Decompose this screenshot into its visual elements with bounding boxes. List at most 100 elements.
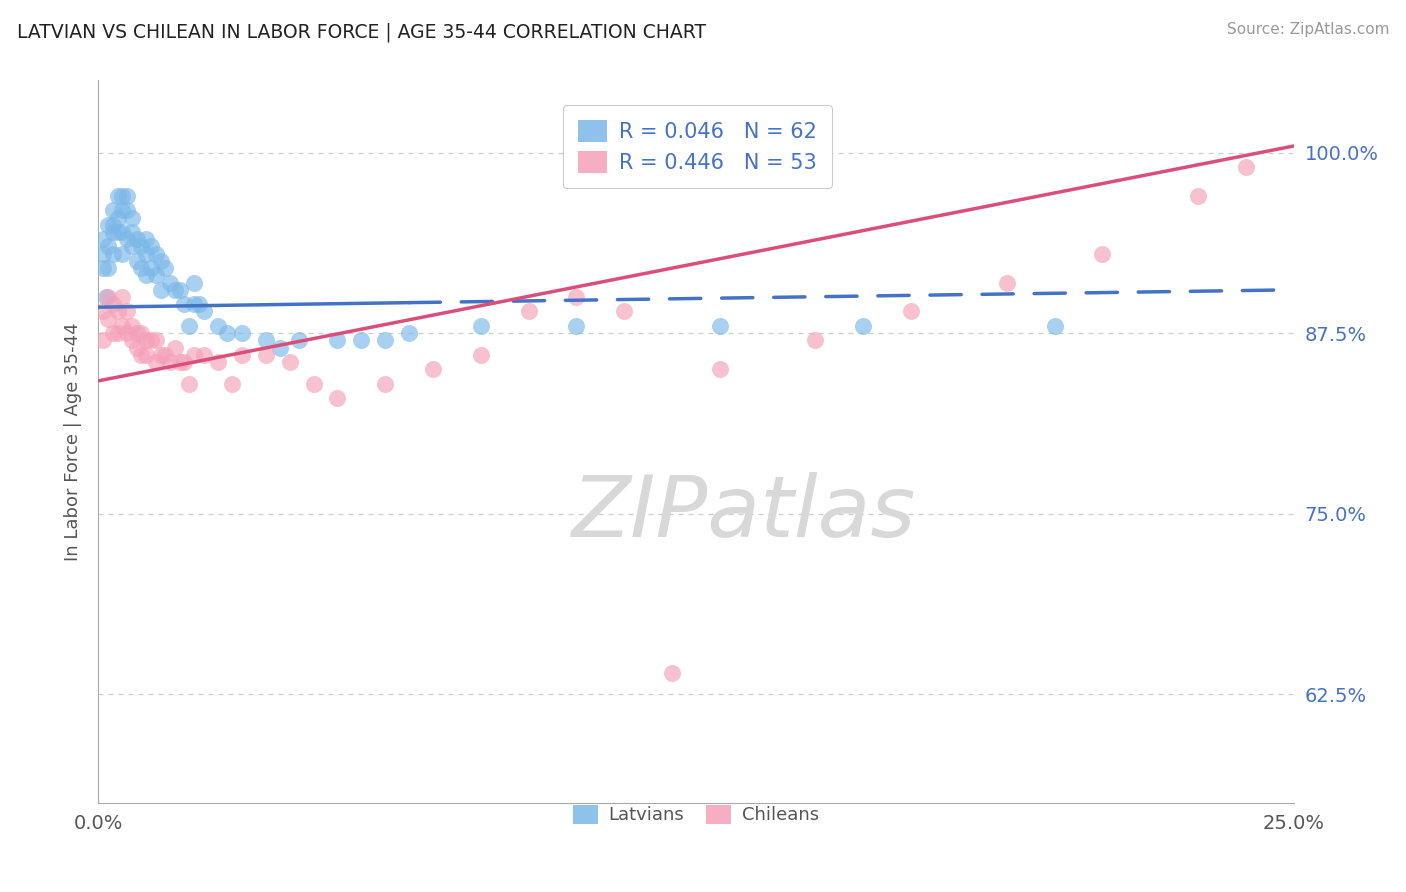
Text: Source: ZipAtlas.com: Source: ZipAtlas.com bbox=[1226, 22, 1389, 37]
Point bbox=[94, 290, 117, 304]
Y-axis label: In Labor Force | Age 35-44: In Labor Force | Age 35-44 bbox=[63, 322, 82, 561]
Point bbox=[115, 304, 138, 318]
Point bbox=[139, 239, 162, 253]
Point bbox=[1234, 160, 1257, 174]
Point bbox=[121, 239, 143, 253]
Point bbox=[111, 290, 134, 304]
Point bbox=[661, 665, 683, 680]
Text: LATVIAN VS CHILEAN IN LABOR FORCE | AGE 35-44 CORRELATION CHART: LATVIAN VS CHILEAN IN LABOR FORCE | AGE … bbox=[17, 22, 706, 42]
Point bbox=[131, 348, 153, 362]
Point bbox=[125, 341, 148, 355]
Point bbox=[179, 318, 201, 333]
Point bbox=[278, 355, 301, 369]
Point bbox=[111, 203, 134, 218]
Point bbox=[115, 189, 138, 203]
Point bbox=[207, 355, 229, 369]
Point bbox=[326, 391, 349, 405]
Point bbox=[565, 318, 588, 333]
Point bbox=[115, 203, 138, 218]
Point bbox=[135, 232, 157, 246]
Point bbox=[231, 326, 253, 341]
Point bbox=[179, 376, 201, 391]
Point bbox=[565, 290, 588, 304]
Point bbox=[145, 246, 167, 260]
Point bbox=[101, 203, 124, 218]
Point bbox=[207, 318, 229, 333]
Point bbox=[159, 355, 181, 369]
Point bbox=[107, 225, 129, 239]
Point bbox=[183, 348, 205, 362]
Point bbox=[101, 225, 124, 239]
Point bbox=[121, 225, 143, 239]
Point bbox=[326, 334, 349, 348]
Point bbox=[97, 239, 120, 253]
Point bbox=[91, 232, 114, 246]
Point bbox=[97, 218, 120, 232]
Point bbox=[101, 297, 124, 311]
Point bbox=[145, 355, 167, 369]
Point bbox=[121, 334, 143, 348]
Point bbox=[115, 326, 138, 341]
Text: ZIPatlas: ZIPatlas bbox=[572, 472, 915, 556]
Point bbox=[135, 268, 157, 283]
Point bbox=[111, 246, 134, 260]
Point bbox=[125, 253, 148, 268]
Point bbox=[101, 326, 124, 341]
Point bbox=[107, 304, 129, 318]
Point bbox=[121, 211, 143, 225]
Point bbox=[135, 334, 157, 348]
Point bbox=[125, 232, 148, 246]
Point bbox=[422, 362, 444, 376]
Point bbox=[131, 261, 153, 276]
Point bbox=[193, 304, 215, 318]
Point bbox=[91, 246, 114, 260]
Point bbox=[155, 348, 177, 362]
Point bbox=[173, 355, 195, 369]
Point bbox=[254, 348, 277, 362]
Point bbox=[709, 318, 731, 333]
Point bbox=[115, 232, 138, 246]
Point bbox=[183, 276, 205, 290]
Point bbox=[1187, 189, 1209, 203]
Point bbox=[139, 261, 162, 276]
Point bbox=[149, 283, 172, 297]
Point bbox=[91, 334, 114, 348]
Point bbox=[254, 334, 277, 348]
Point bbox=[91, 261, 114, 276]
Point bbox=[613, 304, 636, 318]
Point bbox=[131, 326, 153, 341]
Point bbox=[145, 334, 167, 348]
Point bbox=[107, 189, 129, 203]
Point bbox=[470, 348, 492, 362]
Point bbox=[183, 297, 205, 311]
Point bbox=[91, 304, 114, 318]
Point bbox=[217, 326, 239, 341]
Point bbox=[269, 341, 291, 355]
Point bbox=[470, 318, 492, 333]
Point bbox=[159, 276, 181, 290]
Point bbox=[169, 283, 191, 297]
Legend: Latvians, Chileans: Latvians, Chileans bbox=[564, 796, 828, 833]
Point bbox=[97, 290, 120, 304]
Point bbox=[173, 297, 195, 311]
Point bbox=[107, 211, 129, 225]
Point bbox=[149, 253, 172, 268]
Point bbox=[169, 355, 191, 369]
Point bbox=[101, 218, 124, 232]
Point bbox=[1091, 246, 1114, 260]
Point bbox=[101, 246, 124, 260]
Point bbox=[149, 348, 172, 362]
Point bbox=[1043, 318, 1066, 333]
Point bbox=[107, 326, 129, 341]
Point bbox=[139, 334, 162, 348]
Point bbox=[97, 311, 120, 326]
Point bbox=[135, 348, 157, 362]
Point bbox=[121, 318, 143, 333]
Point bbox=[995, 276, 1018, 290]
Point bbox=[374, 334, 396, 348]
Point bbox=[804, 334, 827, 348]
Point bbox=[852, 318, 875, 333]
Point bbox=[221, 376, 243, 391]
Point bbox=[111, 225, 134, 239]
Point bbox=[97, 261, 120, 276]
